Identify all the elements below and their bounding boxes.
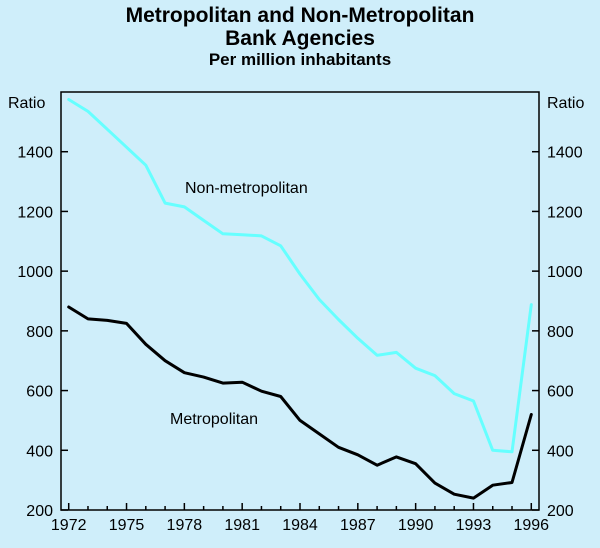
x-ticks: 1972 1975 1978 1981 1984 1987 1990 1993 1996 <box>51 503 549 534</box>
y-tick-label-right-200: 200 <box>547 503 574 520</box>
y-tick-label-right-400: 400 <box>547 443 574 460</box>
x-tick-label-1972: 1972 <box>51 517 87 534</box>
x-tick-label-1981: 1981 <box>224 517 260 534</box>
series-line-metropolitan <box>67 305 533 500</box>
y-tick-label-left-200: 200 <box>26 503 53 520</box>
chart-title-block: Metropolitan and Non-Metropolitan Bank A… <box>0 4 600 70</box>
y-tick-label-right-800: 800 <box>547 324 574 341</box>
y-ticks-left: 200 400 600 800 1000 1200 1400 <box>17 145 68 520</box>
series-lines <box>67 98 533 500</box>
chart-subtitle: Per million inhabitants <box>208 50 392 69</box>
y-ticks-right: 200 400 600 800 1000 1200 1400 <box>532 145 583 520</box>
y-tick-label-left-1200: 1200 <box>17 204 53 221</box>
x-tick-label-1978: 1978 <box>167 517 203 534</box>
y-tick-label-right-1200: 1200 <box>547 204 583 221</box>
x-tick-label-1990: 1990 <box>398 517 434 534</box>
x-tick-label-1975: 1975 <box>109 517 145 534</box>
x-tick-label-1996: 1996 <box>513 517 549 534</box>
series-line-non-metropolitan <box>67 98 533 454</box>
x-tick-label-1984: 1984 <box>282 517 318 534</box>
y-tick-label-left-600: 600 <box>26 384 53 401</box>
y-tick-label-left-1000: 1000 <box>17 264 53 281</box>
y-tick-label-right-1400: 1400 <box>547 145 583 162</box>
x-tick-label-1987: 1987 <box>340 517 376 534</box>
chart-title-line1: Metropolitan and Non-Metropolitan <box>125 4 475 27</box>
series-label-non-metropolitan: Non-metropolitan <box>185 180 308 197</box>
y-axis-label-left: Ratio <box>8 95 45 112</box>
y-tick-label-right-1000: 1000 <box>547 264 583 281</box>
series-label-metropolitan: Metropolitan <box>170 411 258 428</box>
y-axis-label-right: Ratio <box>547 95 584 112</box>
y-tick-label-left-800: 800 <box>26 324 53 341</box>
y-tick-label-left-400: 400 <box>26 443 53 460</box>
x-tick-label-1993: 1993 <box>456 517 492 534</box>
chart-title-line2: Bank Agencies <box>225 27 375 50</box>
y-tick-label-right-600: 600 <box>547 384 574 401</box>
y-tick-label-left-1400: 1400 <box>17 145 53 162</box>
